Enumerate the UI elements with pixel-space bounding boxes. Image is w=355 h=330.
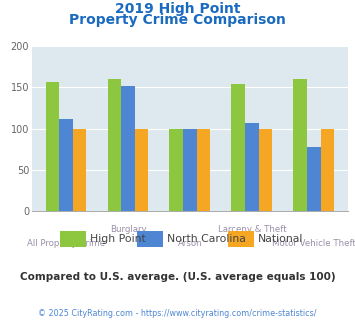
Text: Larceny & Theft: Larceny & Theft bbox=[218, 225, 286, 234]
Bar bbox=[45, 82, 59, 211]
Bar bbox=[108, 79, 121, 211]
Bar bbox=[293, 79, 307, 211]
Text: High Point: High Point bbox=[90, 234, 146, 244]
Text: 2019 High Point: 2019 High Point bbox=[115, 2, 240, 16]
Text: All Property Crime: All Property Crime bbox=[27, 239, 105, 248]
Bar bbox=[245, 123, 259, 211]
Text: National: National bbox=[258, 234, 304, 244]
Bar bbox=[321, 129, 334, 211]
Bar bbox=[259, 129, 272, 211]
Text: North Carolina: North Carolina bbox=[167, 234, 246, 244]
Bar bbox=[197, 129, 211, 211]
Text: Motor Vehicle Theft: Motor Vehicle Theft bbox=[272, 239, 355, 248]
Bar bbox=[183, 129, 197, 211]
Bar bbox=[307, 147, 321, 211]
Text: Property Crime Comparison: Property Crime Comparison bbox=[69, 13, 286, 27]
Text: © 2025 CityRating.com - https://www.cityrating.com/crime-statistics/: © 2025 CityRating.com - https://www.city… bbox=[38, 309, 317, 317]
Text: Arson: Arson bbox=[178, 239, 202, 248]
Text: Compared to U.S. average. (U.S. average equals 100): Compared to U.S. average. (U.S. average … bbox=[20, 272, 335, 282]
Bar bbox=[231, 84, 245, 211]
Bar bbox=[73, 129, 87, 211]
Bar bbox=[169, 129, 183, 211]
Bar bbox=[135, 129, 148, 211]
Bar bbox=[59, 119, 73, 211]
Text: Burglary: Burglary bbox=[110, 225, 146, 234]
Bar bbox=[121, 86, 135, 211]
